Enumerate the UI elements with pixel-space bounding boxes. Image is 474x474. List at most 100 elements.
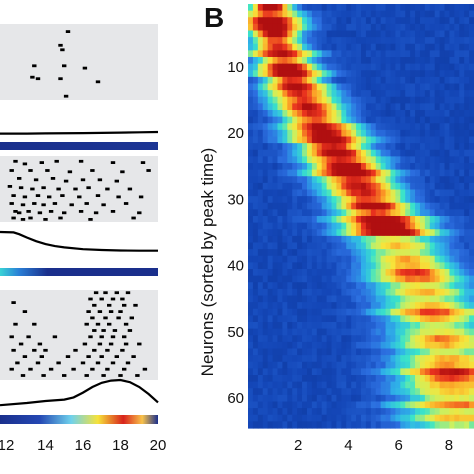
- heatmap-cell: [459, 149, 465, 157]
- heatmap-cell: [306, 4, 313, 12]
- heatmap-cell: [454, 10, 460, 18]
- heatmap-cell: [326, 315, 333, 323]
- heatmap-cell: [292, 222, 298, 230]
- heatmap-cell: [336, 262, 342, 270]
- heatmap-cell: [410, 103, 416, 111]
- heatmap-cell: [405, 408, 411, 416]
- heatmap-cell: [277, 421, 283, 429]
- heatmap-cell: [459, 136, 465, 144]
- heatmap-cell: [356, 295, 362, 303]
- heatmap-cell: [439, 169, 446, 177]
- heatmap-cell: [311, 83, 318, 91]
- heatmap-cell: [365, 196, 372, 204]
- heatmap-cell: [410, 23, 416, 32]
- heatmap-cell: [311, 421, 318, 429]
- heatmap-cell: [336, 242, 342, 250]
- heatmap-cell: [464, 269, 470, 277]
- heatmap-cell: [316, 249, 323, 257]
- heatmap-cell: [326, 401, 333, 409]
- heatmap-cell: [306, 235, 313, 244]
- heatmap-cell: [331, 189, 338, 197]
- heatmap-cell: [429, 182, 436, 191]
- spike-mark: [45, 169, 50, 172]
- heatmap-cell: [395, 96, 401, 104]
- heatmap-cell: [297, 355, 303, 363]
- heatmap-cell: [395, 322, 401, 330]
- heatmap-cell: [410, 361, 416, 369]
- y-tick-label: 10: [227, 59, 244, 76]
- heatmap-cell: [464, 169, 470, 177]
- heatmap-cell: [326, 295, 333, 303]
- heatmap-cell: [449, 182, 455, 191]
- spike-mark: [84, 374, 89, 377]
- heatmap-cell: [341, 222, 347, 230]
- spike-mark: [90, 367, 95, 371]
- heatmap-cell: [449, 43, 455, 51]
- heatmap-cell: [306, 163, 313, 171]
- heatmap-cell: [424, 381, 431, 389]
- heatmap-cell: [326, 235, 333, 244]
- heatmap-cell: [356, 196, 362, 204]
- heatmap-cell: [336, 37, 342, 45]
- heatmap-cell: [267, 163, 274, 171]
- heatmap-cell: [341, 295, 347, 303]
- heatmap-cell: [248, 43, 254, 51]
- heatmap-cell: [449, 189, 455, 197]
- spike-mark: [99, 297, 104, 301]
- heatmap-cell: [405, 43, 411, 51]
- heatmap-cell: [424, 50, 431, 58]
- heatmap-cell: [429, 116, 436, 124]
- heatmap-cell: [464, 110, 470, 118]
- heatmap-cell: [464, 302, 470, 310]
- heatmap-cell: [262, 249, 269, 257]
- heatmap-cell: [262, 143, 269, 151]
- spike-mark: [62, 211, 67, 215]
- heatmap-cell: [356, 169, 362, 177]
- heatmap-cell: [262, 116, 269, 124]
- heatmap-cell: [346, 103, 352, 111]
- heatmap-cell: [306, 116, 313, 124]
- heatmap-cell: [306, 216, 313, 224]
- heatmap-cell: [375, 70, 382, 78]
- heatmap-cell: [444, 4, 451, 12]
- heatmap-cell: [257, 421, 264, 429]
- heatmap-cell: [400, 242, 406, 250]
- heatmap-cell: [292, 288, 298, 297]
- heatmap-cell: [356, 269, 362, 277]
- heatmap-cell: [449, 30, 455, 38]
- heatmap-cell: [341, 322, 347, 330]
- heatmap-cell: [454, 335, 460, 343]
- heatmap-cell: [341, 50, 347, 58]
- heatmap-cell: [282, 315, 288, 323]
- heatmap-cell: [311, 341, 318, 350]
- heatmap-cell: [267, 269, 274, 277]
- heatmap-cell: [341, 57, 347, 65]
- heatmap-cell: [267, 335, 274, 343]
- heatmap-cell: [444, 288, 451, 297]
- heatmap-cell: [439, 341, 446, 350]
- heatmap-cell: [400, 189, 406, 197]
- heatmap-cell: [292, 368, 298, 376]
- heatmap-cell: [311, 295, 318, 303]
- heatmap-cell: [351, 394, 357, 403]
- heatmap-cell: [272, 242, 279, 250]
- heatmap-cell: [459, 110, 465, 118]
- heatmap-cell: [331, 209, 338, 217]
- heatmap-cell: [331, 83, 338, 91]
- heatmap-cell: [311, 116, 318, 124]
- spike-mark: [110, 361, 116, 365]
- heatmap-cell: [454, 143, 460, 151]
- heatmap-cell: [331, 255, 338, 263]
- spike-mark: [17, 177, 22, 180]
- heatmap-cell: [429, 143, 436, 151]
- heatmap-cell: [454, 216, 460, 224]
- heatmap-cell: [306, 262, 313, 270]
- heatmap-cell: [248, 149, 254, 157]
- heatmap-cell: [326, 176, 333, 184]
- heatmap-cell: [297, 335, 303, 343]
- heatmap-cell: [252, 308, 259, 316]
- heatmap-cell: [390, 308, 396, 316]
- heatmap-cell: [365, 262, 372, 270]
- heatmap-cell: [459, 394, 465, 403]
- heatmap-cell: [454, 156, 460, 164]
